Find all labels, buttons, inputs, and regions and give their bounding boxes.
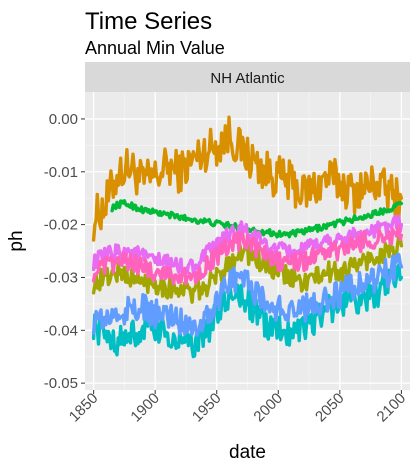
x-axis-title: date xyxy=(229,442,266,463)
y-tick-label: 0.00 xyxy=(49,111,78,128)
chart-title: Time Series xyxy=(85,8,212,35)
x-tick-label: 1850 xyxy=(66,390,102,426)
facet-strip xyxy=(85,62,410,92)
series-line xyxy=(91,263,404,359)
y-axis-title: ph xyxy=(6,230,27,251)
x-axis-ticks: 1850 1900 1950 2000 2050 2100 xyxy=(66,390,409,426)
x-tick-label: 2050 xyxy=(312,390,348,426)
x-tick-label: 1950 xyxy=(189,390,225,426)
series-layer xyxy=(91,115,404,359)
chart-subtitle: Annual Min Value xyxy=(85,38,225,58)
series-line xyxy=(91,115,404,242)
y-tick-label: -0.02 xyxy=(44,217,78,234)
y-axis-ticks: 0.00 -0.01 -0.02 -0.03 -0.04 -0.05 xyxy=(44,111,85,392)
x-tick-label: 2000 xyxy=(250,390,286,426)
series-line xyxy=(91,224,404,286)
x-tick-label: 1900 xyxy=(127,390,163,426)
series-line xyxy=(91,252,404,337)
facet-strip-label: NH Atlantic xyxy=(210,70,285,87)
y-tick-label: -0.03 xyxy=(44,269,78,286)
y-tick-label: -0.01 xyxy=(44,164,78,181)
y-tick-label: -0.04 xyxy=(44,322,78,339)
y-tick-label: -0.05 xyxy=(44,375,78,392)
x-tick-label: 2100 xyxy=(374,390,410,426)
